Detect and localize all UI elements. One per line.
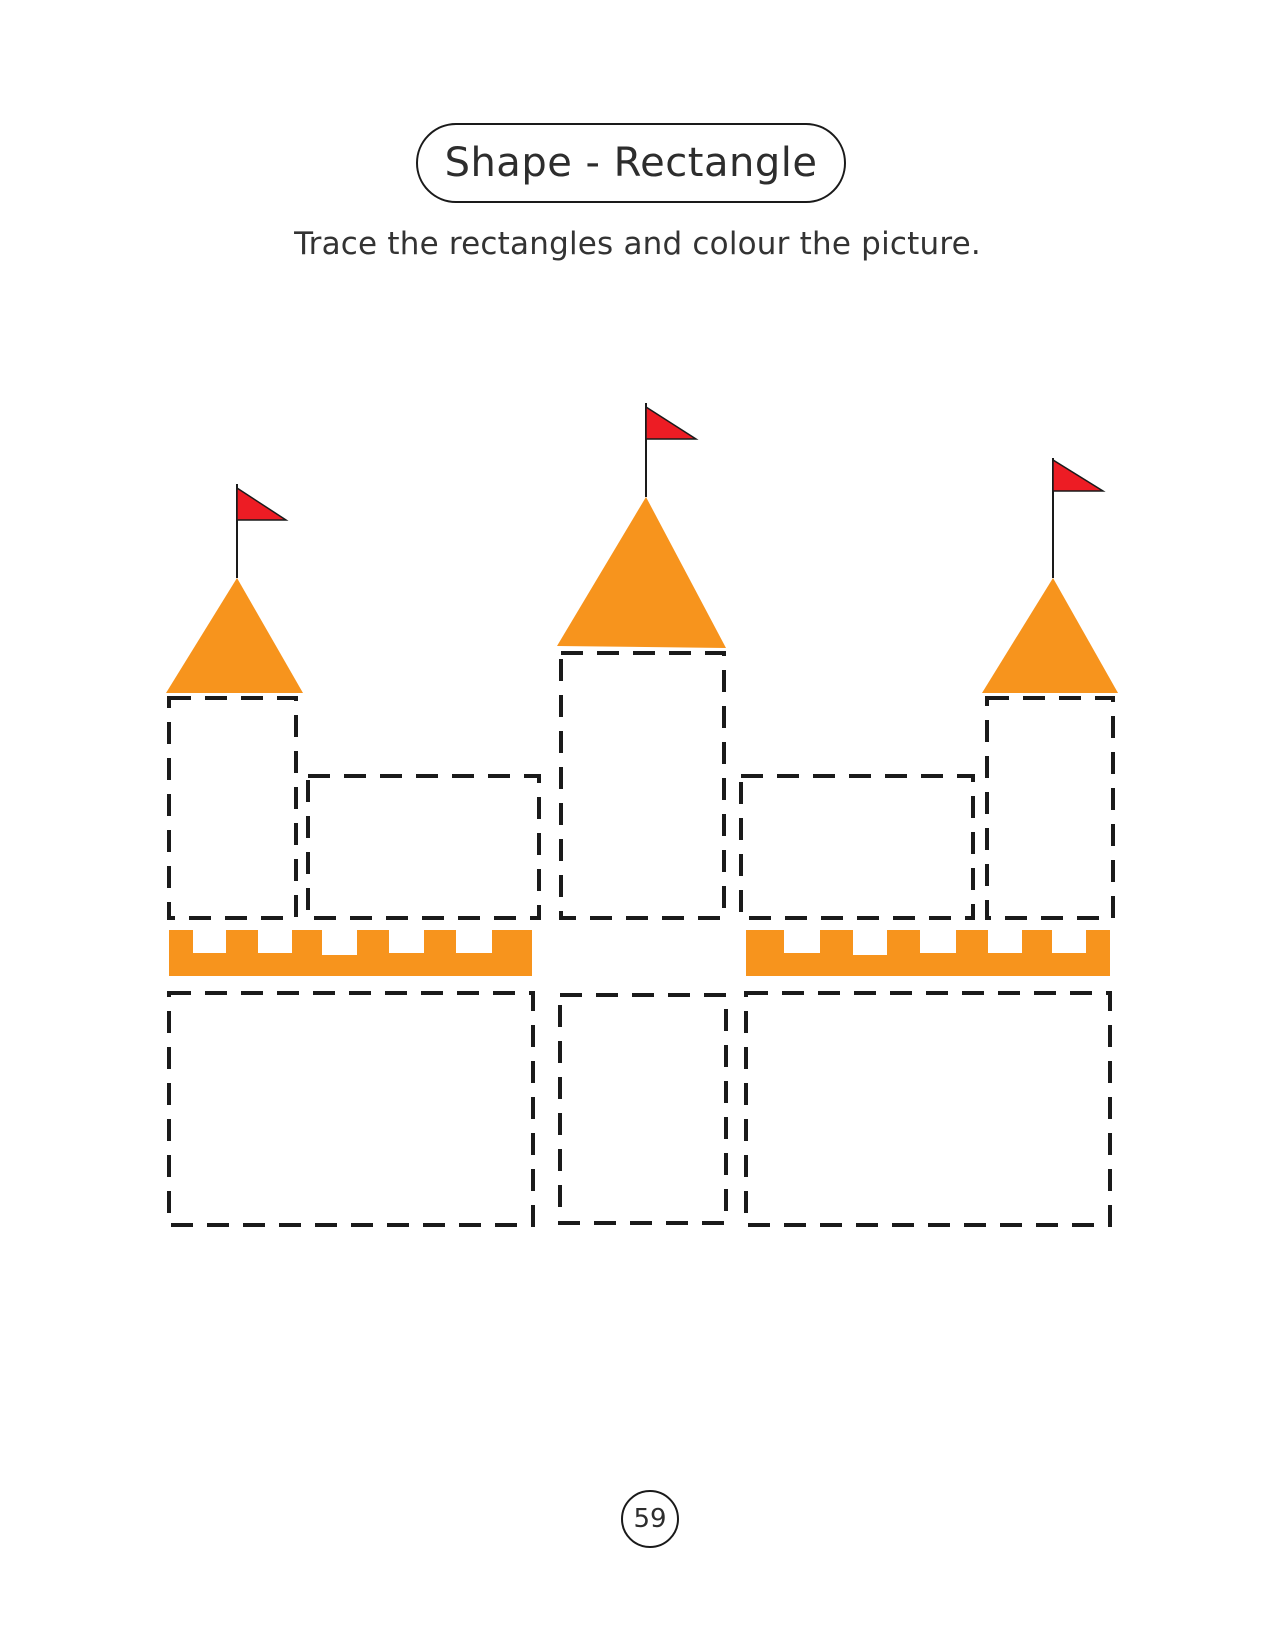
worksheet-title: Shape - Rectangle: [416, 123, 846, 203]
flag-left: [236, 484, 289, 578]
trace-rect-left-base: [167, 991, 535, 1227]
trace-rect-right-tower: [985, 696, 1115, 920]
trace-rect-right-wall-upper: [739, 774, 975, 920]
roof-left: [166, 578, 303, 693]
trace-rect-center-tower: [559, 651, 726, 920]
battlement-left: [169, 930, 532, 976]
trace-rect-right-base: [744, 991, 1112, 1227]
roof-center: [557, 497, 726, 648]
trace-rect-center-door: [558, 993, 728, 1225]
page-number: 59: [621, 1490, 679, 1548]
instructions-text: Trace the rectangles and colour the pict…: [294, 226, 981, 262]
flag-center: [645, 403, 699, 497]
battlement-right: [746, 930, 1110, 976]
flag-right: [1052, 458, 1106, 578]
trace-rect-left-wall-upper: [306, 774, 541, 920]
roof-right: [982, 578, 1118, 693]
trace-rect-left-tower: [167, 696, 298, 920]
